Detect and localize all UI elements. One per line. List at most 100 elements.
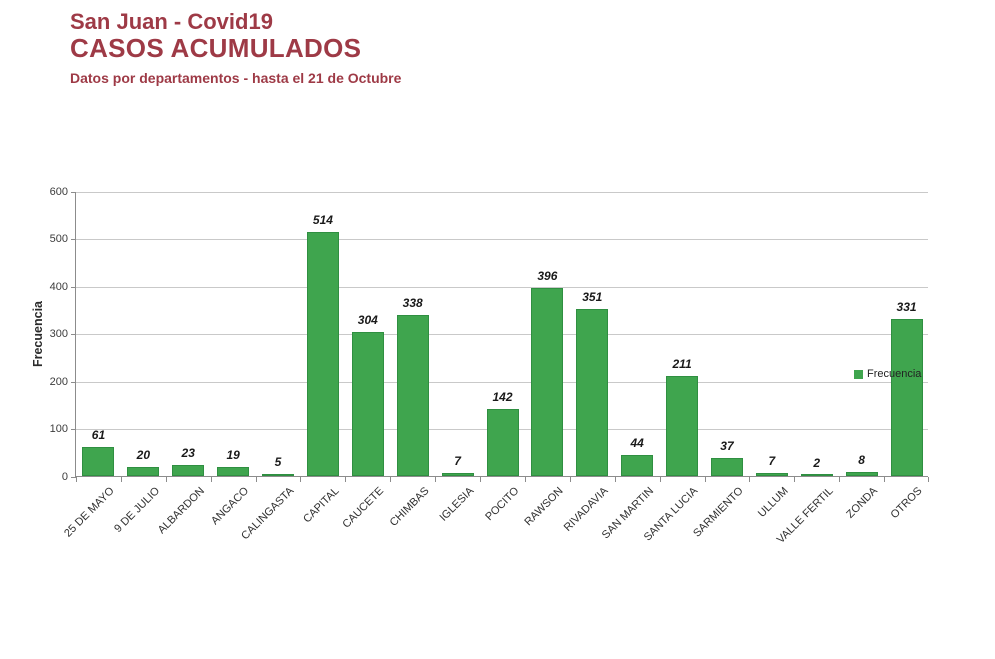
x-axis-tick [659,477,661,482]
page-title: San Juan - Covid19 [70,9,273,34]
x-axis-tick [390,477,392,482]
y-axis-tick-label: 500 [49,233,68,245]
bar [800,474,833,476]
legend: Frecuencia [854,368,921,380]
x-axis-tick [76,477,77,482]
y-axis-tick [71,381,76,383]
x-axis-tick [120,477,122,482]
x-axis-label: 9 DE JULIO [111,485,162,535]
x-axis-label: ALBARDON [155,485,207,537]
bar [396,315,429,476]
x-axis-tick [839,477,841,482]
bar [621,455,654,476]
bar-value-label: 338 [402,296,423,311]
bar [845,472,878,476]
bar-value-label: 19 [226,447,240,462]
x-axis-label: CAPITAL [301,485,342,526]
bar-value-label: 304 [357,312,378,327]
bar [306,231,339,476]
bar [172,465,205,476]
bar [351,331,384,476]
bar-value-label: 7 [454,453,461,468]
gridline [76,192,928,193]
x-axis-label: ANGACO [209,485,252,528]
x-axis-label: ULLUM [755,485,791,520]
bar [666,375,699,476]
bar-value-label: 20 [136,447,151,462]
y-axis-tick-label: 200 [49,375,68,388]
bar-value-label: 23 [181,446,195,461]
x-axis-label: RIVADAVIA [561,485,611,534]
bar-value-label: 44 [630,436,644,451]
bar [82,447,115,476]
x-axis-tick [480,477,482,482]
page-subtitle: CASOS ACUMULADOS [70,33,362,64]
x-axis-label: IGLESIA [437,485,477,524]
gridline [76,239,928,240]
x-axis-tick [614,477,616,482]
y-axis-tick-label: 100 [49,423,68,435]
bar-value-label: 61 [91,428,106,443]
bar [531,287,564,476]
x-axis-tick [165,477,167,482]
bar-value-label: 142 [492,389,513,404]
gridline [76,334,928,335]
gridline [76,381,928,383]
x-axis-label: POCITO [482,485,521,524]
bar [890,318,923,476]
bar-value-label: 396 [537,268,558,283]
x-axis-label: CAUCETE [340,485,387,531]
bar-value-label: 8 [858,453,865,468]
y-axis-tick [71,239,76,240]
x-axis-tick [255,477,257,482]
y-axis-tick-label: 400 [49,280,68,293]
y-axis-tick [71,192,76,193]
x-axis-tick [210,477,212,482]
x-axis-tick [884,477,886,482]
x-axis-tick [704,477,706,482]
bar-value-label: 2 [813,456,821,471]
bar-value-label: 331 [896,299,917,314]
bar [710,458,743,476]
y-axis-tick-label: 300 [49,328,68,340]
bar-value-label: 514 [312,212,333,227]
bar [755,472,788,476]
y-axis-tick [71,476,76,478]
bar [441,472,474,476]
bar [217,466,250,476]
plot-area: Frecuencia 0 100 200 300 400 500 600 61 25 DE MA… [50,186,929,546]
bar [262,473,295,476]
x-axis-tick [569,477,571,482]
legend-label: Frecuencia [867,368,922,380]
report-header: San Juan - Covid19 CASOS ACUMULADOS Dato… [70,9,401,86]
x-axis-label: RAWSON [522,485,566,529]
bar-value-label: 351 [582,290,603,305]
y-axis-tick [71,429,76,430]
y-axis-tick [71,334,76,335]
bar [486,408,519,476]
y-axis-tick-label: 0 [61,470,68,483]
x-axis-tick [794,477,796,482]
y-axis-tick [71,286,76,288]
x-axis-tick [749,477,751,482]
bar [127,466,160,476]
gridline [76,286,928,288]
y-axis-tick-label: 600 [49,185,68,198]
x-axis-label: CHIMBAS [387,485,432,529]
x-axis-tick [524,477,526,482]
bar-value-label: 7 [768,453,776,468]
bar-value-label: 211 [672,356,692,371]
x-axis-label: OTROS [888,485,926,522]
x-axis-tick [435,477,437,482]
bar-value-label: 37 [720,439,734,454]
bar [576,309,609,476]
page-caption: Datos por departamentos - hasta el 21 de… [70,70,402,87]
x-axis-tick [300,477,302,482]
bar-value-label: 5 [274,454,282,469]
footer: GOBIERNO DE SAN JUAN MINISTERIO DE SALUD… [0,583,995,659]
x-axis-tick [928,477,929,482]
x-axis-label: ZONDA [844,485,881,521]
x-axis-label: 25 DE MAYO [62,485,117,540]
x-axis-tick [345,477,347,482]
